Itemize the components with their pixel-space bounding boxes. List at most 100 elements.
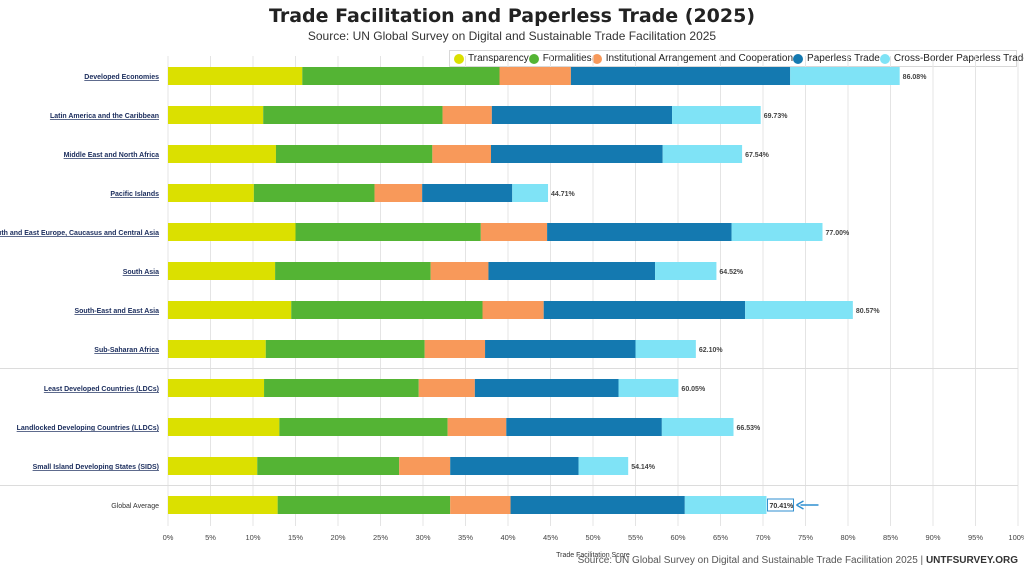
bar-segment-formalities (277, 496, 451, 514)
x-tick-label: 10% (245, 533, 260, 542)
bar-segment-institutional-arrangement-and-cooperation (432, 145, 491, 163)
legend-item-cross-border-paperless-trade: Cross-Border Paperless Trade (879, 53, 1024, 64)
bar-segment-cross-border-paperless-trade (578, 457, 629, 475)
bar-segment-institutional-arrangement-and-cooperation (499, 67, 571, 85)
bar-segment-formalities (253, 184, 375, 202)
category-label: Landlocked Developing Countries (LLDCs) (17, 425, 159, 432)
bar-segment-formalities (264, 379, 419, 397)
bar-segment-paperless-trade (485, 340, 636, 358)
category-label: Small Island Developing States (SIDS) (33, 464, 159, 471)
bar-segment-institutional-arrangement-and-cooperation (450, 496, 511, 514)
legend-label: Institutional Arrangement and Cooperatio… (605, 53, 794, 64)
bar-segment-institutional-arrangement-and-cooperation (480, 223, 548, 241)
bar-segment-paperless-trade (510, 496, 685, 514)
bar-segment-paperless-trade (547, 223, 732, 241)
x-tick-label: 100% (1008, 533, 1024, 542)
bar-segment-paperless-trade (491, 106, 673, 124)
bar-segment-institutional-arrangement-and-cooperation (430, 262, 489, 280)
total-label: 77.00% (826, 230, 851, 237)
bar-segment-cross-border-paperless-trade (684, 496, 767, 514)
bar-segment-paperless-trade (488, 262, 656, 280)
legend-swatch (454, 53, 464, 64)
bar-segment-cross-border-paperless-trade (655, 262, 717, 280)
bar-segment-cross-border-paperless-trade (661, 418, 734, 436)
bar-segment-paperless-trade (450, 457, 579, 475)
category-label: Developed Economies (84, 74, 159, 81)
category-label: Least Developed Countries (LDCs) (44, 386, 159, 393)
x-tick-label: 80% (840, 533, 855, 542)
bar-segment-cross-border-paperless-trade (672, 106, 761, 124)
x-tick-label: 35% (458, 533, 473, 542)
x-tick-label: 50% (585, 533, 600, 542)
bar-segment-transparency (168, 340, 266, 358)
bar-segment-cross-border-paperless-trade (790, 67, 900, 85)
total-label: 62.10% (699, 347, 724, 354)
bar-segment-paperless-trade (570, 67, 791, 85)
legend-swatch (793, 53, 804, 64)
bar-segment-transparency (168, 184, 254, 202)
footer-site-link[interactable]: UNTFSURVEY.ORG (925, 555, 1018, 566)
bar-segment-institutional-arrangement-and-cooperation (482, 301, 544, 319)
bar-segment-paperless-trade (422, 184, 513, 202)
x-tick-label: 65% (713, 533, 728, 542)
bar-segment-transparency (168, 457, 258, 475)
x-tick-label: 45% (543, 533, 558, 542)
highlight-arrow-head (796, 500, 804, 510)
bar-segment-transparency (168, 418, 280, 436)
bar-segment-transparency (168, 379, 265, 397)
legend-swatch (591, 53, 602, 64)
category-label: South-East and East Asia (74, 308, 159, 315)
x-tick-label: 75% (798, 533, 813, 542)
bar-segment-cross-border-paperless-trade (662, 145, 743, 163)
chart-subtitle: Source: UN Global Survey on Digital and … (307, 29, 717, 43)
bar-segment-cross-border-paperless-trade (635, 340, 696, 358)
bar-segment-institutional-arrangement-and-cooperation (374, 184, 423, 202)
footer-source-text: Source: UN Global Survey on Digital and … (577, 555, 926, 566)
legend-swatch (879, 53, 890, 64)
category-label: Sub-Saharan Africa (94, 347, 159, 354)
bar-segment-institutional-arrangement-and-cooperation (418, 379, 475, 397)
legend-label: Transparency (468, 53, 529, 64)
x-tick-label: 60% (670, 533, 685, 542)
chart-legend: Transparency Formalities Institutional Arr… (449, 50, 1024, 67)
x-tick-label: 5% (205, 533, 216, 542)
bar-segment-transparency (168, 496, 278, 514)
total-label: 54.14% (631, 464, 656, 471)
bar-segment-formalities (263, 106, 443, 124)
bar-segment-institutional-arrangement-and-cooperation (447, 418, 507, 436)
bar-segment-transparency (168, 262, 276, 280)
category-label: South Asia (123, 269, 159, 276)
total-label: 67.54% (745, 152, 770, 159)
legend-swatch (528, 53, 539, 64)
bar-segment-cross-border-paperless-trade (512, 184, 549, 202)
bar-segment-institutional-arrangement-and-cooperation (424, 340, 486, 358)
x-tick-label: 25% (373, 533, 388, 542)
bar-segment-formalities (275, 262, 431, 280)
bar-segment-formalities (257, 457, 400, 475)
total-label-box (766, 498, 794, 512)
x-tick-label: 20% (330, 533, 345, 542)
legend-item-paperless-trade: Paperless Trade (793, 53, 880, 64)
category-label: Latin America and the Caribbean (50, 113, 159, 120)
category-label: South and East Europe, Caucasus and Cent… (0, 230, 159, 237)
category-label: Global Average (111, 503, 159, 510)
bar-segment-paperless-trade (491, 145, 663, 163)
total-label: 66.53% (737, 425, 762, 432)
bar-segment-formalities (295, 223, 481, 241)
total-label: 80.57% (856, 308, 881, 315)
x-tick-label: 30% (415, 533, 430, 542)
bar-segment-institutional-arrangement-and-cooperation (442, 106, 492, 124)
legend-item-institutional-arrangement-and-cooperation: Institutional Arrangement and Cooperatio… (591, 53, 794, 64)
bar-segment-formalities (279, 418, 448, 436)
x-tick-label: 15% (288, 533, 303, 542)
bar-segment-formalities (302, 67, 500, 85)
bar-segment-transparency (168, 223, 296, 241)
bar-segment-cross-border-paperless-trade (618, 379, 679, 397)
bar-segment-cross-border-paperless-trade (731, 223, 823, 241)
footer-source: Source: UN Global Survey on Digital and … (578, 555, 1018, 566)
legend-label: Paperless Trade (807, 53, 880, 64)
category-label: Middle East and North Africa (64, 152, 160, 159)
bar-segment-formalities (291, 301, 483, 319)
total-label: 69.73% (764, 113, 789, 120)
